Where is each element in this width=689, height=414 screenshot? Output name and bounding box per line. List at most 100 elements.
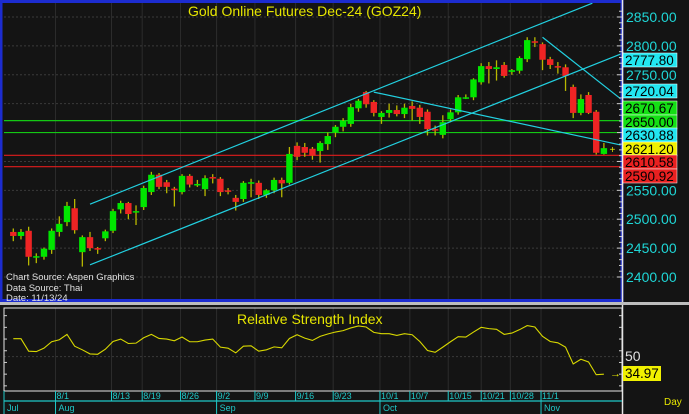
price-tag-label: 2777.80: [625, 53, 674, 68]
candle-body: [155, 174, 163, 187]
candle-body: [194, 183, 201, 186]
candle-body: [454, 97, 462, 113]
candle-body: [132, 211, 140, 213]
candle-body: [347, 107, 354, 124]
day-tick-label: 10/28: [511, 391, 534, 401]
candle-body: [217, 178, 224, 193]
day-tick-label: 8/19: [143, 391, 161, 401]
day-tick-label: 9/2: [218, 391, 231, 401]
y-tick-label: 2550.00: [626, 182, 677, 198]
date-axis[interactable]: 8/1 8/13 8/19 8/26 9/2 9/9 9/16 9/23 10/1 10/7 10/…: [3, 391, 622, 414]
price-tag-label: 2590.92: [625, 169, 674, 184]
candle-body: [462, 97, 470, 99]
candle-body: [324, 136, 331, 145]
candle-body: [224, 190, 232, 192]
candle-body: [577, 99, 585, 113]
period-label[interactable]: Day: [664, 397, 682, 408]
price-axis[interactable]: 2850.00 2800.00 2750.00 2550.00 2500.00 2450.…: [617, 9, 677, 285]
day-tick-label: 8/13: [113, 391, 131, 401]
candle-body: [309, 148, 316, 156]
candle-body: [240, 182, 247, 199]
candle-body: [339, 121, 347, 127]
candle-body: [554, 66, 562, 68]
price-tag-label: 2630.88: [625, 128, 674, 143]
candle-body: [79, 237, 86, 253]
day-tick-label: 10/15: [449, 391, 472, 401]
candle-body: [109, 211, 117, 231]
price-tag-bg: [622, 52, 678, 68]
rsi-line: [4, 315, 622, 387]
trendline: [542, 36, 625, 103]
candle-body: [186, 175, 193, 185]
candle-body: [33, 256, 40, 258]
candle-body: [523, 40, 531, 60]
candle-body: [125, 203, 132, 215]
candle-body: [293, 145, 301, 157]
month-tick-label: Aug: [59, 403, 75, 413]
candle-body: [10, 231, 17, 236]
candle-body: [48, 230, 55, 250]
day-tick-label: 8/1: [57, 391, 70, 401]
candle-body: [94, 248, 101, 250]
day-tick-label: 11/1: [542, 391, 559, 401]
candle-body: [171, 188, 178, 191]
candle-body: [270, 179, 278, 191]
candle-body: [570, 86, 577, 113]
candle-body: [447, 112, 454, 120]
chart-title: Gold Online Futures Dec-24 (GOZ24): [188, 3, 421, 19]
candle-body: [163, 182, 170, 187]
candle-body: [547, 59, 554, 65]
candle-body: [477, 66, 485, 83]
candle-body: [355, 100, 362, 109]
y-tick-label: 2800.00: [626, 38, 677, 54]
candle-body: [485, 66, 493, 69]
trendline: [89, 2, 593, 205]
rsi-value-tag: [623, 366, 661, 381]
candle-body: [63, 205, 71, 223]
panel-separator[interactable]: [0, 302, 689, 305]
candle-body: [201, 178, 209, 190]
y-tick-label: 2500.00: [626, 211, 677, 227]
price-tag-label: 2621.20: [625, 142, 674, 157]
candle-body: [140, 188, 147, 208]
support-resistance-lines: [4, 120, 622, 168]
price-tag-bg: [622, 168, 678, 184]
candle-body: [102, 231, 109, 239]
month-tick-label: Oct: [383, 403, 398, 413]
chart-source-text: Chart Source: Aspen Graphics: [6, 272, 135, 283]
candle-body: [56, 223, 63, 232]
candle-body: [470, 79, 477, 98]
candle-body: [247, 182, 255, 184]
candle-body: [401, 107, 408, 115]
candle-body: [117, 203, 124, 210]
candle-body: [316, 142, 324, 152]
price-tag-label: 2650.00: [625, 115, 674, 130]
candle-body: [148, 174, 155, 193]
day-tick-label: 10/21: [482, 391, 505, 401]
candle-body: [424, 111, 431, 130]
day-tick-label: 8/26: [182, 391, 200, 401]
price-candles[interactable]: +: [10, 37, 616, 267]
rsi-title: Relative Strength Index: [237, 311, 383, 327]
price-tags: 2777.80 2720.04 2670.672650.002630.882621.…: [622, 52, 678, 184]
candle-body: [408, 105, 416, 109]
candle-body: [593, 111, 600, 153]
y-tick-label: 2850.00: [626, 9, 677, 25]
data-source-text: Data Source: Thai: [6, 283, 82, 294]
y-tick-label: 2450.00: [626, 240, 677, 256]
rsi-series: [13, 325, 604, 376]
month-tick-label: Jul: [7, 403, 19, 413]
trendlines[interactable]: [89, 2, 625, 266]
candle-body: [71, 208, 78, 231]
y-tick-label: 2400.00: [626, 269, 677, 285]
rsi-axis-50: 50: [625, 348, 641, 364]
candle-body: [362, 92, 370, 105]
candle-body: [301, 147, 308, 153]
candle-body: [209, 177, 216, 179]
rsi-panel-frame: [3, 307, 623, 392]
last-price-marker-icon: +: [610, 145, 616, 156]
candle-body: [286, 153, 293, 183]
day-tick-label: 10/7: [411, 391, 429, 401]
day-tick-label: 9/16: [297, 391, 315, 401]
